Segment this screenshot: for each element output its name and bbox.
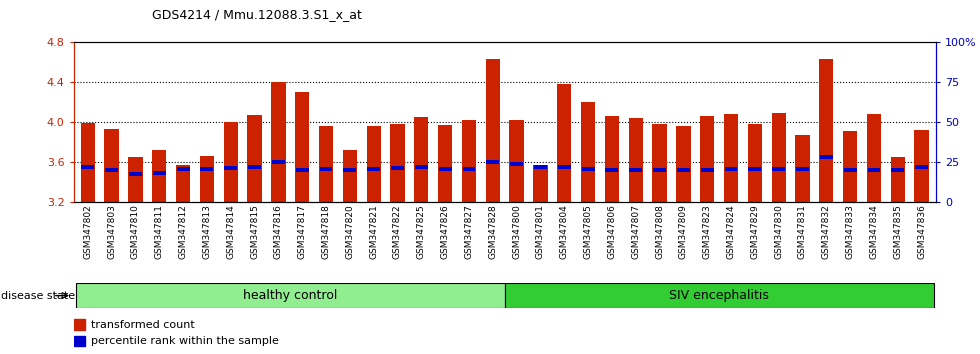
Bar	[558, 165, 570, 169]
Bar	[200, 156, 214, 202]
Bar	[176, 165, 190, 202]
Bar	[439, 167, 452, 171]
Text: percentile rank within the sample: percentile rank within the sample	[91, 336, 279, 346]
Bar	[271, 160, 285, 164]
Bar	[462, 120, 476, 202]
Bar	[318, 126, 333, 202]
Bar	[505, 283, 934, 308]
Bar	[74, 319, 85, 330]
Bar	[486, 59, 500, 202]
Bar	[534, 165, 547, 169]
Text: GDS4214 / Mmu.12088.3.S1_x_at: GDS4214 / Mmu.12088.3.S1_x_at	[152, 8, 362, 21]
Bar	[914, 130, 929, 202]
Bar	[533, 165, 548, 202]
Bar	[581, 102, 595, 202]
Bar	[796, 135, 809, 202]
Bar	[415, 165, 427, 169]
Bar	[653, 124, 666, 202]
Bar	[511, 162, 523, 166]
Text: SIV encephalitis: SIV encephalitis	[669, 289, 769, 302]
Bar	[628, 118, 643, 202]
Bar	[700, 116, 714, 202]
Bar	[867, 168, 880, 172]
Bar	[367, 126, 381, 202]
Bar	[892, 168, 905, 172]
Bar	[415, 117, 428, 202]
Bar	[271, 82, 285, 202]
Bar	[557, 84, 571, 202]
Bar	[129, 172, 142, 176]
Bar	[176, 167, 189, 171]
Bar	[582, 167, 595, 171]
Bar	[224, 166, 237, 170]
Bar	[74, 336, 85, 346]
Bar	[844, 168, 857, 172]
Bar	[772, 167, 785, 171]
Bar	[438, 125, 453, 202]
Bar	[296, 168, 309, 172]
Bar	[295, 92, 310, 202]
Bar	[605, 116, 619, 202]
Bar	[629, 168, 642, 172]
Bar	[80, 123, 95, 202]
Bar	[343, 150, 357, 202]
Bar	[128, 157, 142, 202]
Bar	[81, 165, 94, 169]
Bar	[463, 167, 475, 171]
Bar	[247, 115, 262, 202]
Bar	[724, 114, 738, 202]
Bar	[653, 168, 666, 172]
Bar	[153, 171, 166, 175]
Bar	[343, 168, 357, 172]
Bar	[390, 124, 405, 202]
Bar	[771, 113, 786, 202]
Bar	[724, 167, 738, 171]
Bar	[915, 165, 928, 169]
Text: disease state: disease state	[1, 291, 75, 301]
Bar	[75, 283, 505, 308]
Bar	[701, 168, 713, 172]
Bar	[223, 122, 238, 202]
Bar	[820, 155, 833, 159]
Bar	[749, 167, 761, 171]
Bar	[486, 160, 499, 164]
Bar	[606, 168, 618, 172]
Bar	[201, 167, 214, 171]
Bar	[796, 167, 808, 171]
Bar	[748, 124, 762, 202]
Bar	[105, 168, 118, 172]
Bar	[152, 150, 167, 202]
Bar	[677, 168, 690, 172]
Bar	[676, 126, 691, 202]
Bar	[891, 157, 905, 202]
Bar	[510, 120, 523, 202]
Bar	[819, 59, 833, 202]
Bar	[319, 167, 332, 171]
Bar	[248, 165, 261, 169]
Bar	[843, 131, 858, 202]
Bar	[391, 166, 404, 170]
Text: healthy control: healthy control	[243, 289, 337, 302]
Bar	[867, 114, 881, 202]
Bar	[368, 167, 380, 171]
Bar	[105, 129, 119, 202]
Text: transformed count: transformed count	[91, 320, 195, 330]
